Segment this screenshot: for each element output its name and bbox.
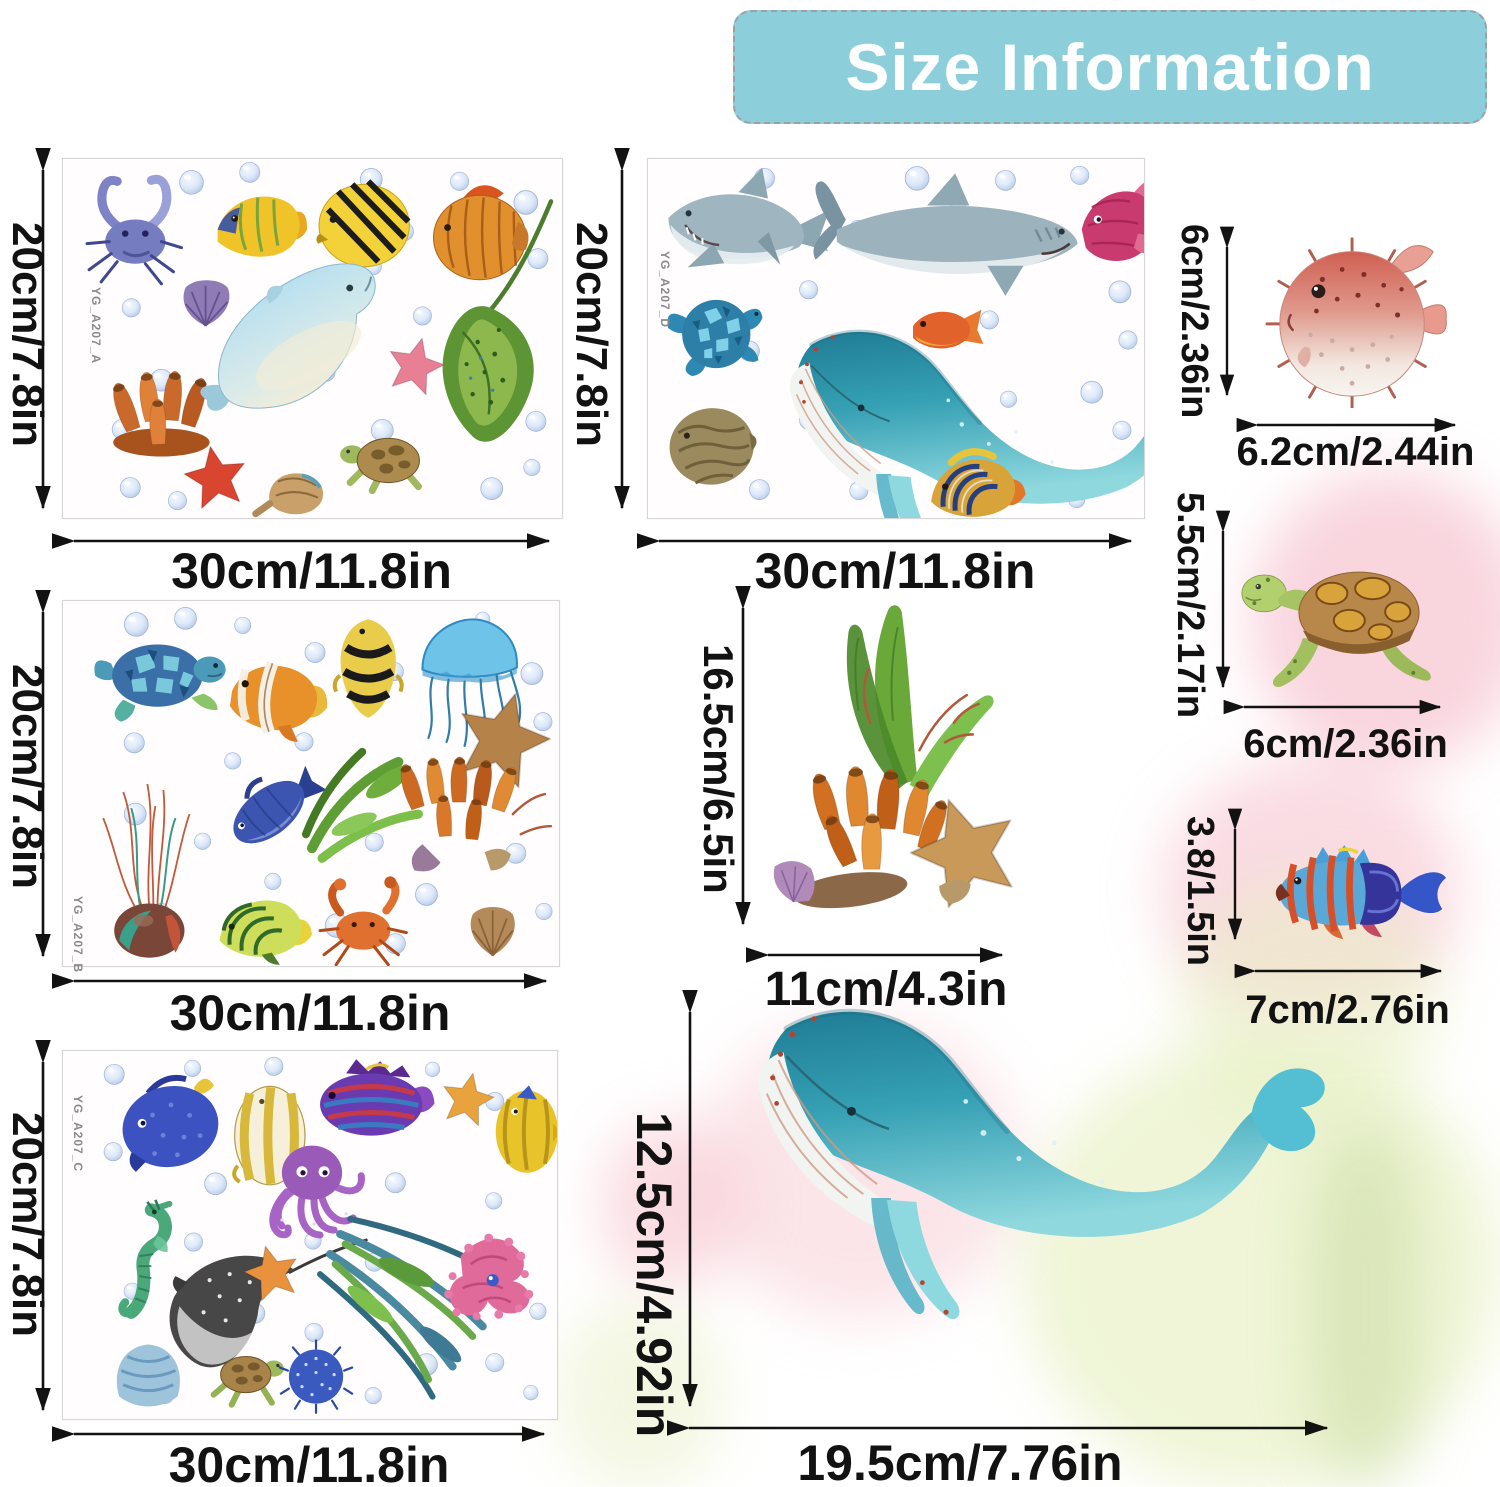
striped-angelfish-icon: [931, 448, 1026, 517]
sticker-sheet-a: YG_A207_A: [62, 158, 563, 519]
great-white-shark-icon: [813, 173, 1078, 296]
striped-fish-height-label: 3.8/1.5in: [1179, 816, 1221, 966]
whale-height-label: 12.5cm/4.92in: [626, 1112, 682, 1438]
sheet-b-code: YG_A207_B: [71, 896, 85, 974]
sheet-a-width-arrow: [51, 533, 551, 549]
sheet-d-width-arrow: [636, 533, 1133, 549]
turtle-width-arrow: [1223, 699, 1442, 715]
seaweed-coral-icon: [317, 1215, 534, 1400]
sheet-b-height-arrow: [35, 589, 51, 958]
banded-fish-icon: [332, 619, 404, 718]
yellow-fish-icon: [495, 1085, 557, 1173]
sticker-sheet-d: YG_A207_D: [647, 158, 1145, 519]
sea-turtle-sticker: [1235, 543, 1453, 698]
angelfish-icon: [432, 185, 529, 281]
seahorse-icon: [118, 1199, 173, 1319]
sheet-a-width-label: 30cm/11.8in: [171, 543, 452, 599]
clownfish-icon: [229, 661, 328, 742]
striped-fish-width-label: 7cm/2.76in: [1245, 988, 1450, 1032]
sheet-c-code: YG_A207_C: [71, 1095, 85, 1173]
turtle-height-label: 5.5cm/2.17in: [1169, 492, 1211, 719]
striped-fish-width-arrow: [1234, 963, 1443, 979]
whale-height-arrow: [682, 989, 698, 1408]
sheet-d-height-arrow: [614, 147, 630, 510]
green-stingray-icon: [442, 199, 554, 442]
sheet-b-width-label: 30cm/11.8in: [169, 985, 451, 1041]
pink-coral-icon: [444, 1233, 534, 1321]
sheet-b-width-arrow: [51, 973, 548, 989]
red-jellyfish-icon: [102, 783, 191, 958]
coral-height-label: 16.5cm/6.5in: [695, 644, 742, 894]
striped-fish-sticker: [1255, 843, 1449, 940]
coral-cluster-icon: [395, 680, 559, 872]
mosaic-turtle-icon: [667, 299, 763, 377]
pink-starfish-icon: [381, 330, 450, 398]
red-fish-icon: [1081, 182, 1144, 261]
conch-shell-icon: [252, 473, 324, 518]
sheet-a-code: YG_A207_A: [89, 287, 103, 365]
whale-sticker: [688, 995, 1338, 1330]
grouper-fish-icon: [669, 408, 757, 485]
sponge-coral-icon: [107, 369, 211, 457]
blue-shell-icon: [116, 1344, 180, 1407]
pufferfish-sticker: [1253, 220, 1461, 408]
butterflyfish-icon: [316, 179, 411, 268]
whale-width-arrow: [666, 1420, 1329, 1436]
sheet-d-width-label: 30cm/11.8in: [754, 543, 1036, 599]
sticker-sheet-b: YG_A207_B: [62, 600, 560, 973]
purple-striped-fish-icon: [320, 1059, 435, 1136]
pufferfish-width-label: 6.2cm/2.44in: [1236, 430, 1475, 474]
sheet-c-width-arrow: [51, 1426, 546, 1442]
page-title: Size Information: [845, 30, 1375, 104]
shell-icon: [183, 280, 230, 327]
sheet-d-code: YG_A207_D: [658, 251, 672, 329]
small-turtle-icon: [210, 1355, 284, 1408]
shark-icon: [668, 167, 830, 268]
sheet-a-height-arrow: [35, 147, 51, 510]
octopus-icon: [269, 1145, 365, 1239]
orange-crab-icon: [318, 876, 408, 966]
beluga-whale-icon: [200, 263, 376, 411]
sheet-c-height-arrow: [35, 1039, 51, 1412]
striped-fish-height-arrow: [1227, 808, 1243, 941]
sea-urchin-icon: [278, 1339, 354, 1414]
sheet-d-height-label: 20cm/7.8in: [567, 222, 616, 448]
orange-starfish-icon: [436, 1067, 499, 1129]
pufferfish-height-label: 6cm/2.36in: [1173, 224, 1215, 419]
pufferfish-height-arrow: [1219, 226, 1235, 397]
page-title-banner: Size Information: [733, 10, 1487, 124]
blue-fish-icon: [233, 765, 327, 844]
pufferfish-width-arrow: [1236, 417, 1457, 433]
green-angelfish-icon: [219, 900, 313, 965]
seaweed-icon: [301, 747, 423, 863]
clam-shell-icon: [470, 906, 515, 957]
coral-width-label: 11cm/4.3in: [764, 963, 1008, 1016]
crab-icon: [85, 174, 183, 286]
blue-fish-icon: [122, 1074, 219, 1172]
sheet-c-width-label: 30cm/11.8in: [168, 1437, 450, 1487]
turtle-height-arrow: [1215, 510, 1231, 689]
orange-fish-icon: [913, 309, 984, 349]
coral-width-arrow: [745, 947, 1004, 963]
blue-turtle-icon: [94, 644, 226, 722]
coral-sticker: [752, 600, 1018, 930]
yellow-tang-icon: [217, 196, 308, 257]
coral-height-arrow: [735, 585, 751, 926]
sticker-sheet-c: YG_A207_C: [62, 1050, 558, 1420]
turtle-width-label: 6cm/2.36in: [1243, 722, 1448, 766]
whale-width-label: 19.5cm/7.76in: [797, 1435, 1123, 1487]
small-turtle-icon: [340, 437, 422, 495]
